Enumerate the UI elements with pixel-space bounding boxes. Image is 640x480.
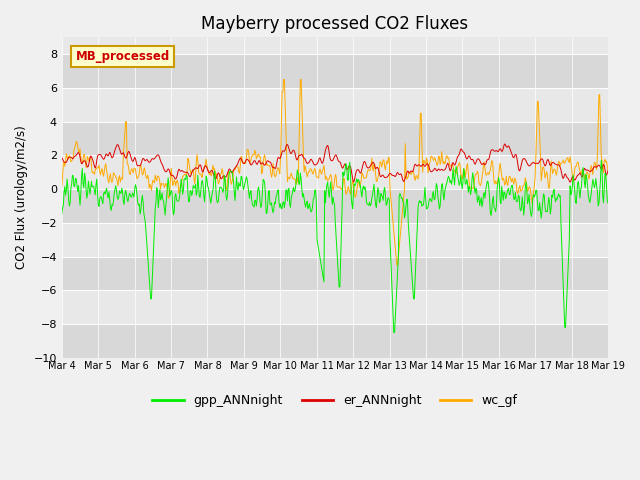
Bar [62, 189, 608, 223]
Bar [62, 290, 608, 324]
Bar [62, 156, 608, 189]
Bar [62, 324, 608, 358]
Legend: gpp_ANNnight, er_ANNnight, wc_gf: gpp_ANNnight, er_ANNnight, wc_gf [147, 389, 522, 412]
Bar [62, 257, 608, 290]
Bar [62, 37, 608, 54]
Y-axis label: CO2 Flux (urology/m2/s): CO2 Flux (urology/m2/s) [15, 126, 28, 269]
Text: MB_processed: MB_processed [76, 50, 170, 63]
Bar [62, 223, 608, 257]
Bar [62, 121, 608, 156]
Title: Mayberry processed CO2 Fluxes: Mayberry processed CO2 Fluxes [202, 15, 468, 33]
Bar [62, 88, 608, 121]
Bar [62, 54, 608, 88]
